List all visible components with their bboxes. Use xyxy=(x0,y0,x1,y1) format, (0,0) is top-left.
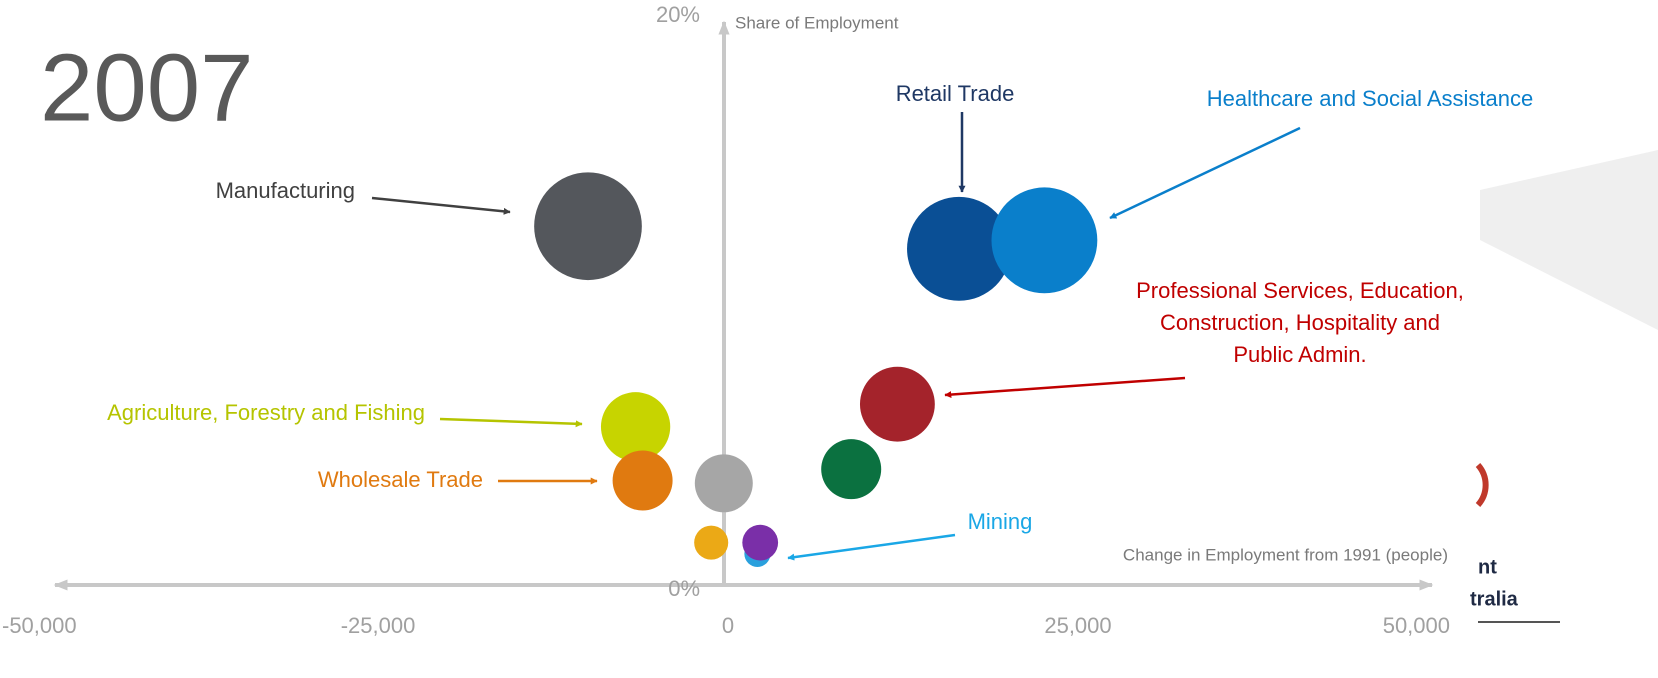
x-tick-label: -50,000 xyxy=(2,613,77,638)
bubble xyxy=(694,525,729,560)
annotation-arrow xyxy=(371,196,511,215)
bubble xyxy=(612,450,673,511)
annotation-arrow xyxy=(944,376,1186,399)
y-tick-label: 0% xyxy=(668,576,700,601)
logo-fragment xyxy=(1475,463,1489,507)
bubble xyxy=(859,366,935,442)
annotation: Professional Services, Education, xyxy=(1136,278,1464,303)
annotation: Public Admin. xyxy=(1233,342,1366,367)
annotation-arrow xyxy=(439,417,583,428)
bubble xyxy=(534,172,642,281)
y-tick-label: 20% xyxy=(656,2,700,27)
logo-text: nt xyxy=(1478,556,1497,578)
annotation: Agriculture, Forestry and Fishing xyxy=(107,400,425,425)
logo-text: tralia xyxy=(1470,588,1519,610)
bubble xyxy=(991,187,1098,294)
x-tick-label: 50,000 xyxy=(1383,613,1450,638)
bubble xyxy=(907,196,1011,301)
x-tick-label: -25,000 xyxy=(341,613,416,638)
annotation: Wholesale Trade xyxy=(318,467,483,492)
x-tick-label: 25,000 xyxy=(1044,613,1111,638)
bubble xyxy=(821,439,882,500)
chart-title: 2007 xyxy=(40,34,254,141)
annotation: Mining xyxy=(968,509,1033,534)
annotation-arrow xyxy=(1109,126,1301,220)
bubble xyxy=(600,392,671,462)
annotation: Healthcare and Social Assistance xyxy=(1207,86,1534,111)
annotation-arrow xyxy=(787,533,956,561)
background-shape xyxy=(1480,150,1658,330)
bubble xyxy=(694,454,753,513)
x-tick-label: 0 xyxy=(722,613,734,638)
y-axis-label: Share of Employment xyxy=(735,13,899,32)
annotation: Construction, Hospitality and xyxy=(1160,310,1440,335)
bubble xyxy=(742,524,779,561)
x-axis-label: Change in Employment from 1991 (people) xyxy=(1123,545,1448,564)
annotation: Retail Trade xyxy=(896,81,1015,106)
annotation: Manufacturing xyxy=(216,178,355,203)
